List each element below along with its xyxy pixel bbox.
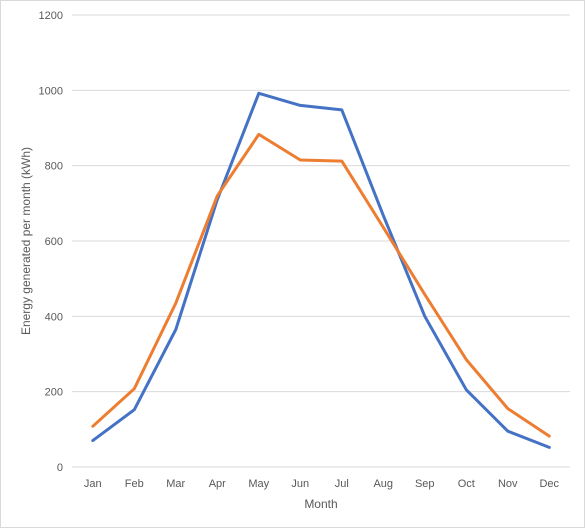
- series-line-1: [91, 91, 551, 449]
- x-tick-label: Feb: [125, 478, 144, 490]
- x-tick-label: Jan: [84, 478, 102, 490]
- x-tick-label: Mar: [166, 478, 185, 490]
- x-tick-label: Apr: [209, 478, 226, 490]
- x-tick-label: Dec: [539, 478, 559, 490]
- x-tick-label: Sep: [415, 478, 435, 490]
- y-tick-label: 1200: [39, 10, 63, 22]
- y-axis-title: Energy generated per month (kWh): [19, 147, 33, 335]
- x-tick-label: May: [248, 478, 269, 490]
- x-axis-tick-labels: Jan Feb Mar Apr May Jun Jul Aug Sep Oct Nov Dec: [84, 478, 560, 490]
- x-tick-label: Nov: [498, 478, 518, 490]
- x-tick-label: Oct: [458, 478, 475, 490]
- y-tick-label: 400: [45, 311, 63, 323]
- y-tick-label: 200: [45, 387, 63, 399]
- y-tick-label: 600: [45, 236, 63, 248]
- x-axis-title: Month: [304, 497, 337, 511]
- y-tick-label: 1000: [39, 85, 63, 97]
- x-tick-label: Jul: [335, 478, 349, 490]
- y-tick-label: 0: [57, 462, 63, 474]
- series-line-2: [91, 132, 551, 438]
- x-tick-label: Aug: [373, 478, 393, 490]
- data-series: [91, 91, 551, 449]
- x-tick-label: Jun: [291, 478, 309, 490]
- gridlines: [72, 14, 570, 468]
- y-axis-tick-labels: 0 200 400 600 800 1000 1200: [39, 10, 63, 474]
- y-tick-label: 800: [45, 161, 63, 173]
